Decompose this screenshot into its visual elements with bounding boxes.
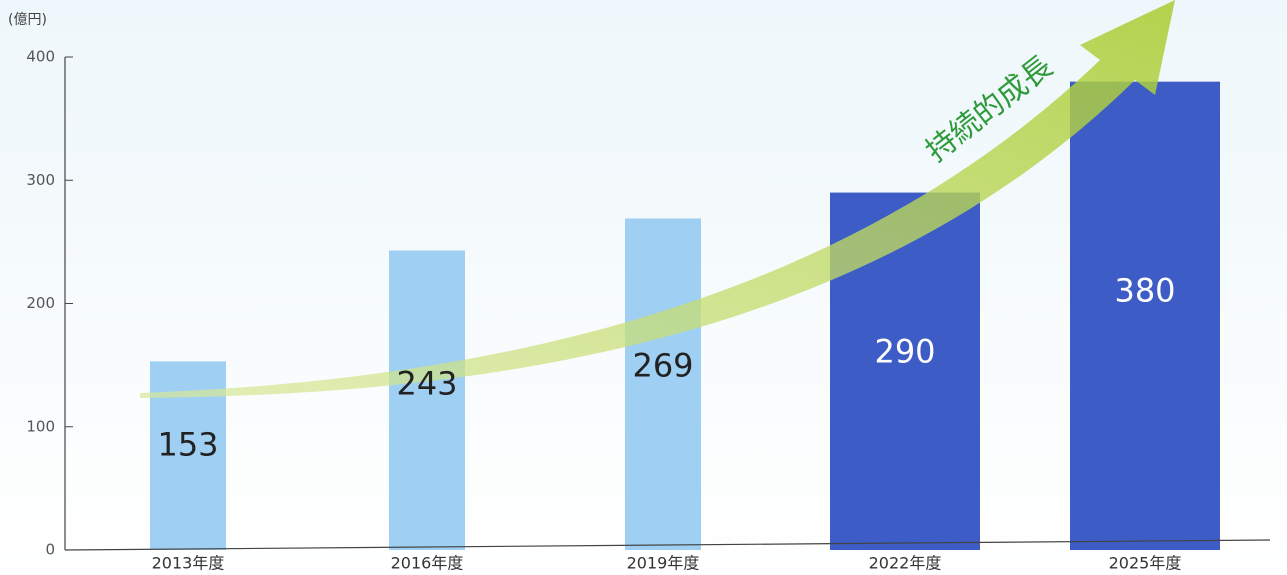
- x-axis: [64, 539, 1271, 551]
- data-label: 380: [1114, 271, 1175, 309]
- y-tick-label: 0: [45, 541, 55, 559]
- y-tick-label: 200: [26, 294, 55, 312]
- y-tick-label: 100: [26, 417, 55, 435]
- bar: [1070, 81, 1220, 551]
- x-tick-label: 2022年度: [869, 554, 942, 573]
- data-label: 290: [874, 332, 935, 370]
- x-tick-label: 2013年度: [152, 554, 225, 573]
- data-label: 243: [396, 364, 457, 402]
- bar: [625, 218, 701, 550]
- x-tick-label: 2025年度: [1109, 554, 1182, 573]
- data-label: 269: [632, 347, 693, 385]
- bar: [389, 250, 465, 550]
- x-tick-label: 2019年度: [627, 554, 700, 573]
- x-tick-label: 2016年度: [391, 554, 464, 573]
- unit-label: (億円): [8, 12, 47, 28]
- y-tick-label: 300: [26, 171, 55, 189]
- y-tick-label: 400: [26, 48, 55, 66]
- data-label: 153: [157, 425, 218, 463]
- growth-arrow: [140, 0, 1175, 398]
